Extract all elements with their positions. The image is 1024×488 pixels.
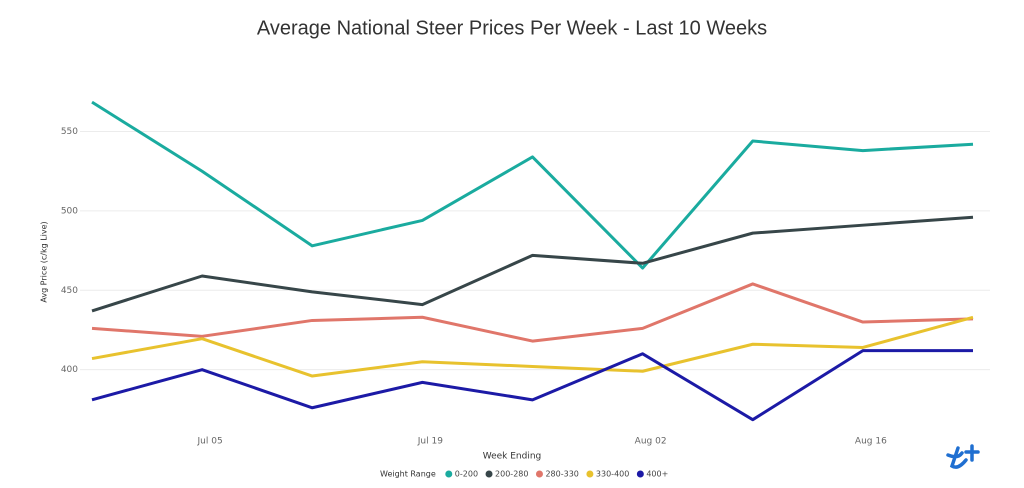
legend-swatch [636,470,644,478]
y-tick-label: 500 [61,206,78,216]
x-tick-label: Jul 19 [417,437,443,447]
legend-label: 0-200 [455,470,478,479]
series-line [91,215,974,313]
legend-title: Weight Range [380,470,436,479]
series-line [91,349,973,422]
legend-swatch [586,470,594,478]
legend-label: 280-330 [545,470,578,479]
legend-swatch [485,470,493,478]
legend-label: 200-280 [495,470,528,479]
y-tick-label: 450 [61,286,78,296]
legend-swatch [535,470,543,478]
legend-label: 330-400 [596,470,629,479]
watermark-logo [946,444,980,469]
y-tick-label: 550 [61,127,78,137]
series-line [91,282,974,343]
x-axis-title: Week Ending [483,452,542,462]
series-line [91,315,974,378]
x-tick-label: Aug 02 [635,437,667,447]
legend-label: 400+ [646,470,668,479]
x-tick-label: Jul 05 [197,437,223,447]
y-tick-label: 400 [61,365,78,375]
chart-title: Average National Steer Prices Per Week -… [257,17,767,39]
y-axis-title: Avg Price (c/kg Live) [40,221,49,302]
series-line [91,100,974,270]
legend-swatch [445,470,453,478]
x-tick-label: Aug 16 [855,437,887,447]
